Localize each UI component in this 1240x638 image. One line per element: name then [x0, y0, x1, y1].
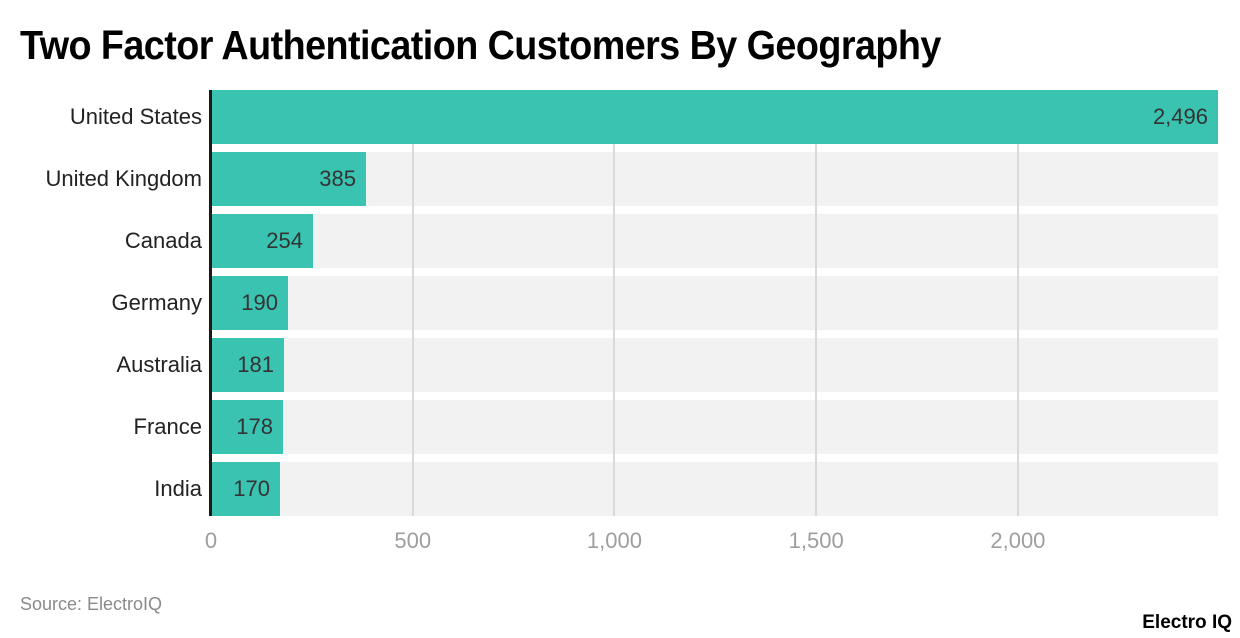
bar	[211, 152, 366, 206]
row-background	[211, 276, 1218, 330]
x-tick-label: 0	[204, 528, 218, 553]
category-label: Australia	[116, 352, 202, 377]
bar-value-label: 2,496	[1152, 104, 1208, 129]
bar	[211, 400, 283, 454]
x-tick-label: 500	[394, 528, 432, 553]
category-label: United Kingdom	[45, 166, 202, 191]
row-background	[211, 338, 1218, 392]
bar-value-label: 254	[266, 228, 303, 253]
x-tick-label: 2,000	[990, 528, 1046, 553]
category-label: India	[154, 476, 202, 501]
gridline	[815, 90, 818, 516]
category-label: United States	[69, 104, 202, 129]
row-background	[211, 152, 1218, 206]
brand-logo: Electro IQ	[1142, 612, 1232, 633]
x-tick-label: 1,500	[788, 528, 844, 553]
gridline	[411, 90, 414, 516]
bar	[211, 90, 1218, 144]
bar-value-label: 385	[319, 166, 356, 191]
bar-value-label: 190	[241, 290, 278, 315]
row-background	[211, 214, 1218, 268]
source-note: Source: ElectroIQ	[20, 594, 163, 614]
plot-area: 2,496 385 254 190 181 178 170	[211, 90, 1218, 516]
bar	[211, 276, 288, 330]
bar-value-label: 170	[233, 476, 270, 501]
row-background	[211, 462, 1218, 516]
bar	[211, 214, 313, 268]
gridline	[1016, 90, 1019, 516]
bar-value-label: 181	[237, 352, 274, 377]
x-tick-label: 1,000	[586, 528, 642, 553]
chart-title: Two Factor Authentication Customers By G…	[20, 22, 941, 68]
row-background	[211, 400, 1218, 454]
y-axis-line	[209, 90, 212, 516]
bar	[211, 338, 284, 392]
bar	[211, 462, 280, 516]
category-label: Germany	[111, 290, 202, 315]
bar-value-label: 178	[236, 414, 273, 439]
category-label: Canada	[124, 228, 202, 253]
gridline	[613, 90, 616, 516]
category-label: France	[133, 414, 202, 439]
